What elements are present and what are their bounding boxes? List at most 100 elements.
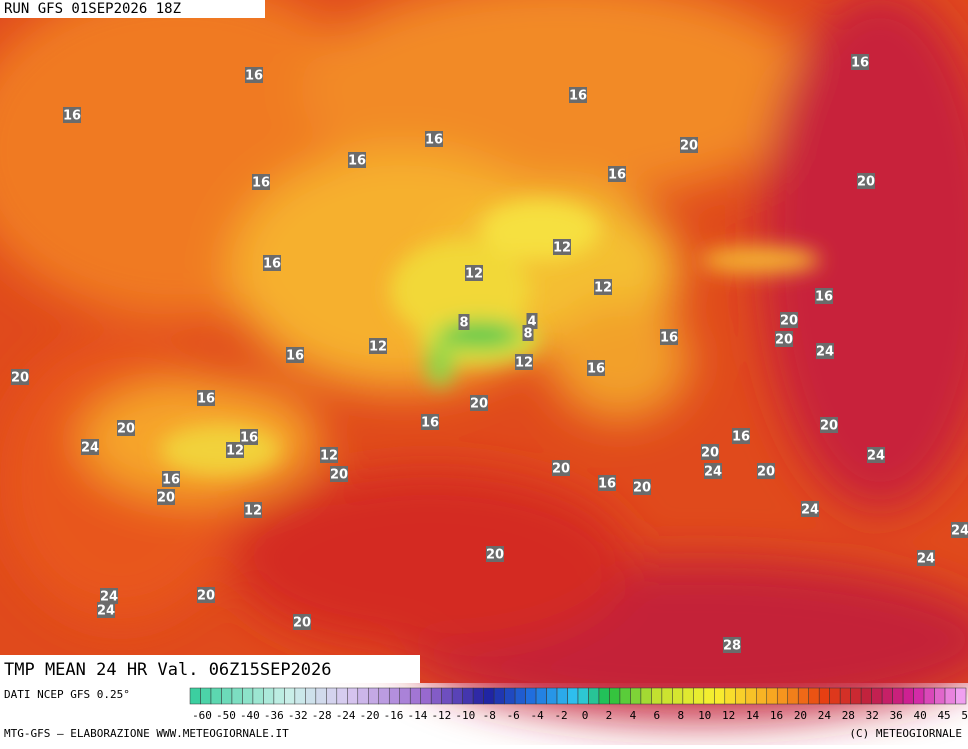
scale-tick-label: 40	[914, 709, 927, 722]
temperature-label: 20	[757, 465, 775, 480]
scale-box	[598, 687, 610, 705]
scale-tick-label: -2	[554, 709, 567, 722]
temperature-label: 12	[594, 281, 612, 296]
scale-tick-label: -10	[455, 709, 475, 722]
label-box	[515, 354, 533, 370]
scale-tick-label: -24	[336, 709, 356, 722]
scale-box	[200, 687, 212, 705]
scale-tick-label: 24	[818, 709, 832, 722]
temperature-label: 20	[820, 419, 838, 434]
temperature-label: 16	[252, 176, 270, 191]
temperature-label: 16	[608, 168, 626, 183]
scale-box	[808, 687, 820, 705]
label-box	[486, 546, 504, 562]
scale-box	[776, 687, 788, 705]
label-box	[680, 137, 698, 153]
scale-box	[661, 687, 673, 705]
scale-box	[577, 687, 589, 705]
scale-box	[892, 687, 904, 705]
scale-tick-label: -12	[431, 709, 451, 722]
label-box	[286, 347, 304, 363]
scale-tick-label: 16	[770, 709, 783, 722]
temperature-label: 20	[197, 589, 215, 604]
temperature-label: 16	[63, 109, 81, 124]
temperature-label: 24	[867, 449, 885, 464]
temperature-label: 20	[11, 371, 29, 386]
temperature-label: 8	[459, 316, 468, 331]
temperature-label: 12	[553, 241, 571, 256]
temperature-label: 20	[157, 491, 175, 506]
scale-box	[430, 687, 442, 705]
temperature-label: 16	[240, 431, 258, 446]
label-box	[569, 87, 587, 103]
scale-box	[745, 687, 757, 705]
scale-tick-label: -14	[408, 709, 428, 722]
temperature-label: 20	[857, 175, 875, 190]
label-box	[815, 288, 833, 304]
scale-box	[326, 687, 338, 705]
scale-tick-label: -32	[288, 709, 308, 722]
scale-tick-label: 10	[698, 709, 711, 722]
scale-tick-label: 12	[722, 709, 735, 722]
scale-tick-label: -6	[507, 709, 520, 722]
label-box	[851, 54, 869, 70]
scale-tick-label: 4	[630, 709, 637, 722]
scale-box	[462, 687, 474, 705]
scale-box	[388, 687, 400, 705]
label-box	[425, 131, 443, 147]
temperature-label: 20	[701, 446, 719, 461]
temperature-label: 16	[660, 331, 678, 346]
scale-box	[881, 687, 893, 705]
temperature-label: 12	[226, 444, 244, 459]
temperature-label: 24	[704, 465, 722, 480]
temperature-label: 16	[587, 362, 605, 377]
label-box	[820, 417, 838, 433]
scale-box	[934, 687, 946, 705]
label-box	[598, 475, 616, 491]
scale-tick-label: -4	[531, 709, 545, 722]
source: DATI NCEP GFS 0.25°	[4, 688, 130, 701]
scale-box	[252, 687, 264, 705]
temperature-label: 20	[552, 462, 570, 477]
label-box	[608, 166, 626, 182]
scale-tick-label: 45	[937, 709, 950, 722]
temperature-label: 20	[680, 139, 698, 154]
temperature-label: 16	[348, 154, 366, 169]
label-box	[553, 239, 571, 255]
temperature-label: 16	[263, 257, 281, 272]
label-box	[348, 152, 366, 168]
temperature-label: 24	[801, 503, 819, 518]
scale-box	[766, 687, 778, 705]
temperature-label: 12	[369, 340, 387, 355]
temperature-label: 16	[286, 349, 304, 364]
label-box	[100, 588, 118, 604]
label-box	[470, 395, 488, 411]
scale-box	[284, 687, 296, 705]
scale-tick-label: 36	[890, 709, 903, 722]
temperature-label: 20	[775, 333, 793, 348]
scale-tick-label: 2	[606, 709, 613, 722]
scale-tick-label: -36	[264, 709, 284, 722]
temperature-label: 20	[470, 397, 488, 412]
label-box	[587, 360, 605, 376]
scale-tick-label: 14	[746, 709, 760, 722]
label-box	[330, 466, 348, 482]
scale-box	[567, 687, 579, 705]
scale-box	[913, 687, 925, 705]
label-box	[197, 587, 215, 603]
scale-tick-label: 20	[794, 709, 807, 722]
run-box	[0, 0, 265, 18]
scale-box	[693, 687, 705, 705]
scale-box	[368, 687, 380, 705]
scale-box	[944, 687, 956, 705]
scale-box	[724, 687, 736, 705]
temperature-label: 16	[732, 430, 750, 445]
scale-box	[525, 687, 537, 705]
label-box	[857, 173, 875, 189]
label-box	[757, 463, 775, 479]
scale-box	[210, 687, 222, 705]
temperature-label: 16	[569, 89, 587, 104]
label-box	[252, 174, 270, 190]
